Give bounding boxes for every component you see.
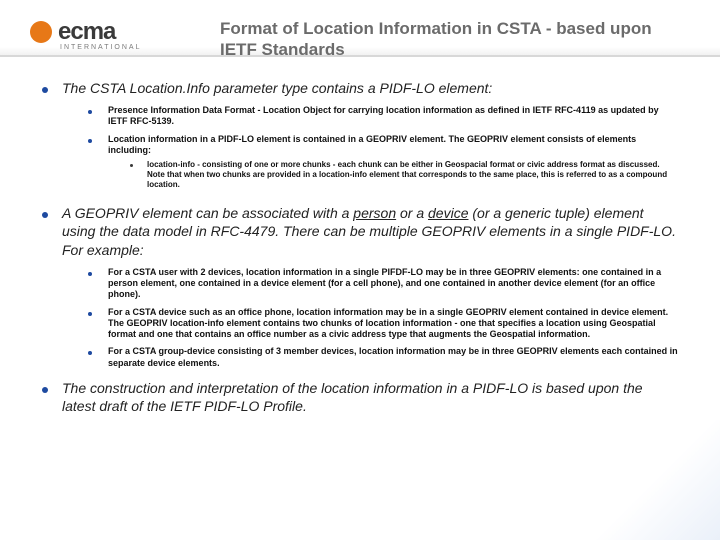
corner-gradient xyxy=(560,420,720,540)
bullet-lvl2: Location information in a PIDF-LO elemen… xyxy=(88,134,678,195)
header: ecma INTERNATIONAL Format of Location In… xyxy=(0,0,720,57)
sub-sublist: location-info - consisting of one or mor… xyxy=(130,160,678,190)
text-underline-person: person xyxy=(353,205,396,221)
bullet-dot-icon xyxy=(42,87,48,93)
bullet-dot-icon xyxy=(88,139,92,143)
bullet-dot-icon xyxy=(88,110,92,114)
bullet-dot-icon xyxy=(88,312,92,316)
sublist: For a CSTA user with 2 devices, location… xyxy=(88,267,678,369)
bullet-text: Presence Information Data Format - Locat… xyxy=(108,105,678,128)
bullet-lvl2: For a CSTA device such as an office phon… xyxy=(88,307,678,341)
bullet-dot-icon xyxy=(42,387,48,393)
bullet-lvl2: For a CSTA user with 2 devices, location… xyxy=(88,267,678,301)
slide-body: The CSTA Location.Info parameter type co… xyxy=(0,57,720,433)
text-part: or a xyxy=(396,205,428,221)
bullet-lvl2: Presence Information Data Format - Locat… xyxy=(88,105,678,128)
bullet-text: For a CSTA group-device consisting of 3 … xyxy=(108,346,678,369)
sublist: Presence Information Data Format - Locat… xyxy=(88,105,678,194)
bullet-lvl1: A GEOPRIV element can be associated with… xyxy=(42,204,678,259)
logo-circle-icon xyxy=(30,21,52,43)
bullet-text: For a CSTA device such as an office phon… xyxy=(108,307,678,341)
bullet-lvl1: The construction and interpretation of t… xyxy=(42,379,678,415)
bullet-dot-icon xyxy=(42,212,48,218)
logo-brand: ecma xyxy=(58,18,115,46)
text-underline-device: device xyxy=(428,205,468,221)
bullet-lvl2: For a CSTA group-device consisting of 3 … xyxy=(88,346,678,369)
title-block: Format of Location Information in CSTA -… xyxy=(220,18,690,61)
bullet-lvl3: location-info - consisting of one or mor… xyxy=(130,160,678,190)
bullet-text: A GEOPRIV element can be associated with… xyxy=(62,204,678,259)
bullet-dot-icon xyxy=(88,272,92,276)
slide-title: Format of Location Information in CSTA -… xyxy=(220,18,690,61)
bullet-lvl1: The CSTA Location.Info parameter type co… xyxy=(42,79,678,97)
bullet-text: The construction and interpretation of t… xyxy=(62,379,678,415)
bullet-dot-icon xyxy=(130,164,133,167)
bullet-dot-icon xyxy=(88,351,92,355)
text-part: A GEOPRIV element can be associated with… xyxy=(62,205,353,221)
bullet-text: Location information in a PIDF-LO elemen… xyxy=(108,134,678,195)
bullet-text: The CSTA Location.Info parameter type co… xyxy=(62,79,492,97)
bullet-text: For a CSTA user with 2 devices, location… xyxy=(108,267,678,301)
bullet-text-span: Location information in a PIDF-LO elemen… xyxy=(108,134,636,155)
bullet-text: location-info - consisting of one or mor… xyxy=(147,160,678,190)
